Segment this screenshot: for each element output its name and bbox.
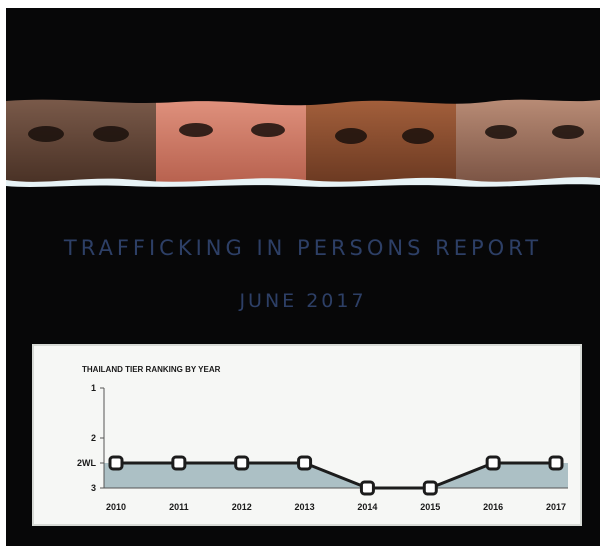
- x-tick-label: 2010: [106, 502, 126, 512]
- x-tick-label: 2013: [295, 502, 315, 512]
- data-point-marker: [422, 480, 438, 496]
- y-tick-label: 2WL: [77, 458, 97, 468]
- tier-ranking-chart: THAILAND TIER RANKING BY YEAR 1 2 2WL 3 2010…: [32, 344, 582, 526]
- chart-title: THAILAND TIER RANKING BY YEAR: [82, 365, 221, 374]
- data-point-marker: [359, 480, 375, 496]
- x-tick-label: 2014: [357, 502, 377, 512]
- data-point-marker: [485, 455, 501, 471]
- data-point-marker: [548, 455, 564, 471]
- y-tick-label: 3: [91, 483, 96, 493]
- x-tick-label: 2017: [546, 502, 566, 512]
- y-tick-label: 1: [91, 383, 96, 393]
- data-point-marker: [108, 455, 124, 471]
- faces-photo: [6, 90, 600, 190]
- faces-photo-strip: [6, 90, 600, 190]
- data-point-marker: [171, 455, 187, 471]
- y-tick-label: 2: [91, 433, 96, 443]
- x-tick-label: 2012: [232, 502, 252, 512]
- data-point-marker: [297, 455, 313, 471]
- data-point-marker: [234, 455, 250, 471]
- report-cover: TRAFFICKING IN PERSONS REPORT JUNE 2017 …: [6, 8, 600, 546]
- report-title: TRAFFICKING IN PERSONS REPORT: [63, 236, 543, 260]
- series-line: [116, 461, 556, 490]
- x-tick-label: 2011: [169, 502, 189, 512]
- report-date: JUNE 2017: [239, 290, 367, 312]
- chart-svg: THAILAND TIER RANKING BY YEAR 1 2 2WL 3 2010…: [77, 365, 568, 512]
- x-tick-label: 2016: [483, 502, 503, 512]
- x-tick-label: 2015: [420, 502, 440, 512]
